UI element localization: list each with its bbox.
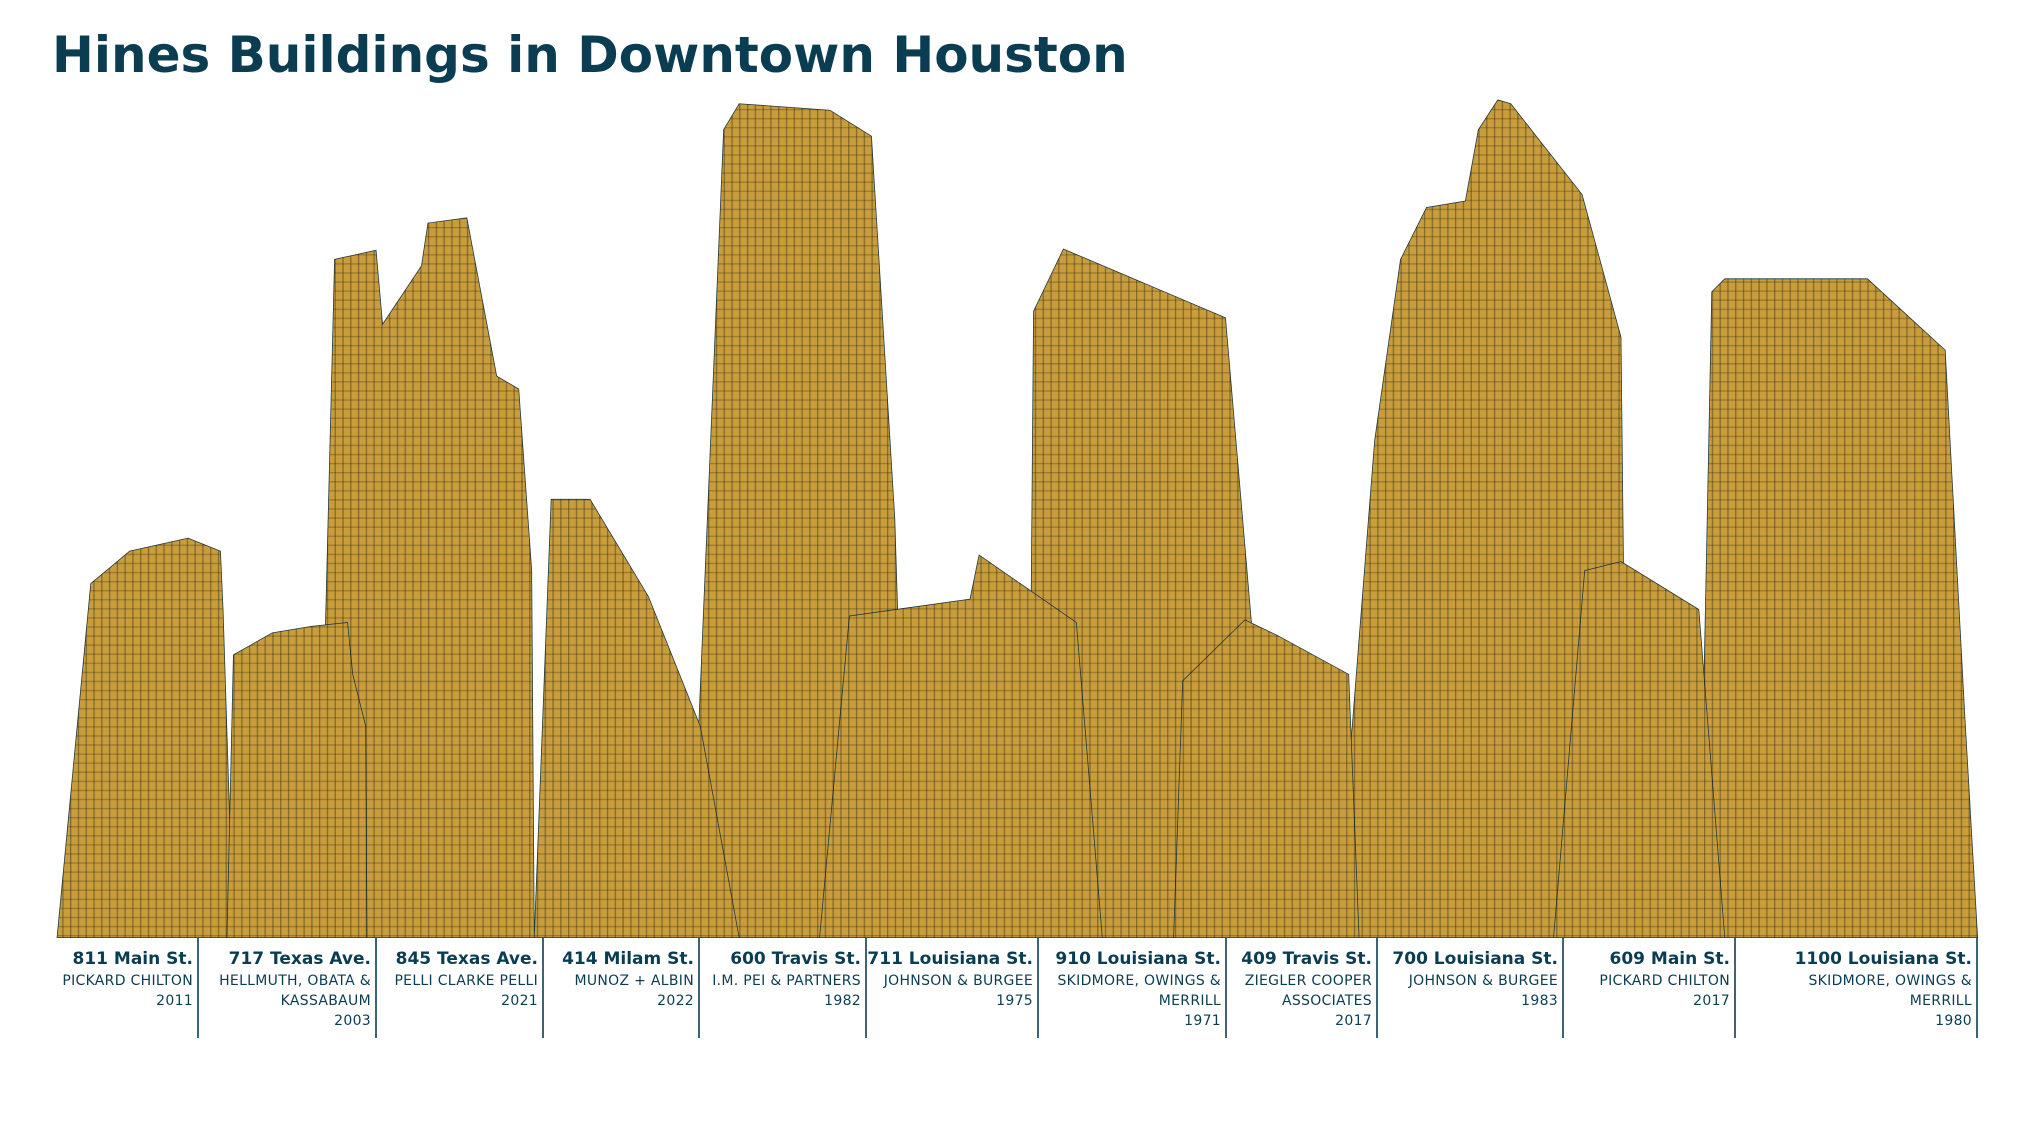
architect: JOHNSON & BURGEE	[1408, 973, 1558, 989]
year: 1975	[996, 993, 1033, 1009]
architect: PICKARD CHILTON	[62, 973, 193, 989]
skyline	[56, 99, 1979, 938]
year: 1983	[1521, 993, 1558, 1009]
architect: KASSABAUM	[281, 993, 371, 1009]
year: 1980	[1935, 1013, 1972, 1029]
year: 2022	[657, 993, 694, 1009]
window-texture	[57, 99, 1978, 938]
architect: HELLMUTH, OBATA &	[219, 973, 371, 989]
architect: I.M. PEI & PARTNERS	[712, 973, 861, 989]
building-address: 717 Texas Ave.	[229, 949, 371, 969]
architect: ZIEGLER COOPER	[1245, 973, 1372, 989]
architect: PELLI CLARKE PELLI	[394, 973, 538, 989]
year: 1982	[824, 993, 861, 1009]
architect: ASSOCIATES	[1282, 993, 1372, 1009]
year: 2003	[334, 1013, 371, 1029]
year: 1971	[1184, 1013, 1221, 1029]
building-address: 609 Main St.	[1610, 949, 1730, 969]
building-address: 1100 Louisiana St.	[1795, 949, 1972, 969]
year: 2017	[1335, 1013, 1372, 1029]
building-address: 711 Louisiana St.	[867, 949, 1033, 969]
architect: PICKARD CHILTON	[1599, 973, 1730, 989]
page-title: Hines Buildings in Downtown Houston	[52, 26, 1128, 84]
building-address: 811 Main St.	[73, 949, 193, 969]
year: 2017	[1693, 993, 1730, 1009]
architect: MUNOZ + ALBIN	[574, 973, 694, 989]
architect: JOHNSON & BURGEE	[883, 973, 1033, 989]
year: 2011	[156, 993, 193, 1009]
building-address: 600 Travis St.	[730, 949, 861, 969]
building-address: 700 Louisiana St.	[1392, 949, 1558, 969]
architect: MERRILL	[1159, 993, 1221, 1009]
building-address: 845 Texas Ave.	[396, 949, 538, 969]
architect: MERRILL	[1910, 993, 1972, 1009]
year: 2021	[501, 993, 538, 1009]
architect: SKIDMORE, OWINGS &	[1057, 973, 1221, 989]
building-address: 910 Louisiana St.	[1055, 949, 1221, 969]
building-address: 414 Milam St.	[562, 949, 694, 969]
building-address: 409 Travis St.	[1241, 949, 1372, 969]
architect: SKIDMORE, OWINGS &	[1808, 973, 1972, 989]
